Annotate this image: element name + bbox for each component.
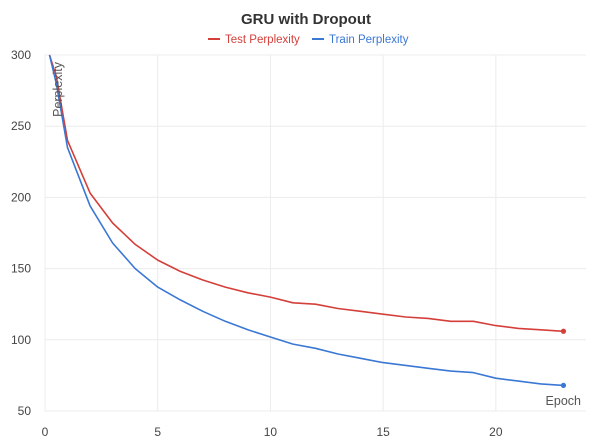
x-tick-label-20: 20 [489,425,503,439]
axis-ticks: 50 100 150 200 250 300 0 5 10 15 20 [11,48,503,439]
gridlines [44,54,586,412]
y-axis-label: Perplexity [51,61,65,117]
legend-label-train: Train Perplexity [329,34,409,46]
legend-label-test: Test Perplexity [225,34,300,46]
y-tick-label-100: 100 [11,333,31,347]
y-tick-label-150: 150 [11,262,31,276]
x-tick-label-15: 15 [376,425,390,439]
legend: Test Perplexity Train Perplexity [208,34,409,46]
y-tick-label-50: 50 [18,404,32,418]
y-tick-label-200: 200 [11,190,31,204]
y-tick-label-250: 250 [11,119,31,133]
y-tick-label-300: 300 [11,48,31,62]
series-end-point-train [560,382,567,388]
chart-title: GRU with Dropout [241,11,371,28]
series-lines [48,54,567,388]
series-line-test [48,54,564,333]
series-line-train [48,54,564,387]
x-axis-label: Epoch [546,394,581,408]
x-tick-label-10: 10 [264,425,278,439]
series-end-point-test [560,328,567,334]
x-tick-label-0: 0 [42,425,49,439]
x-tick-label-5: 5 [154,425,161,439]
